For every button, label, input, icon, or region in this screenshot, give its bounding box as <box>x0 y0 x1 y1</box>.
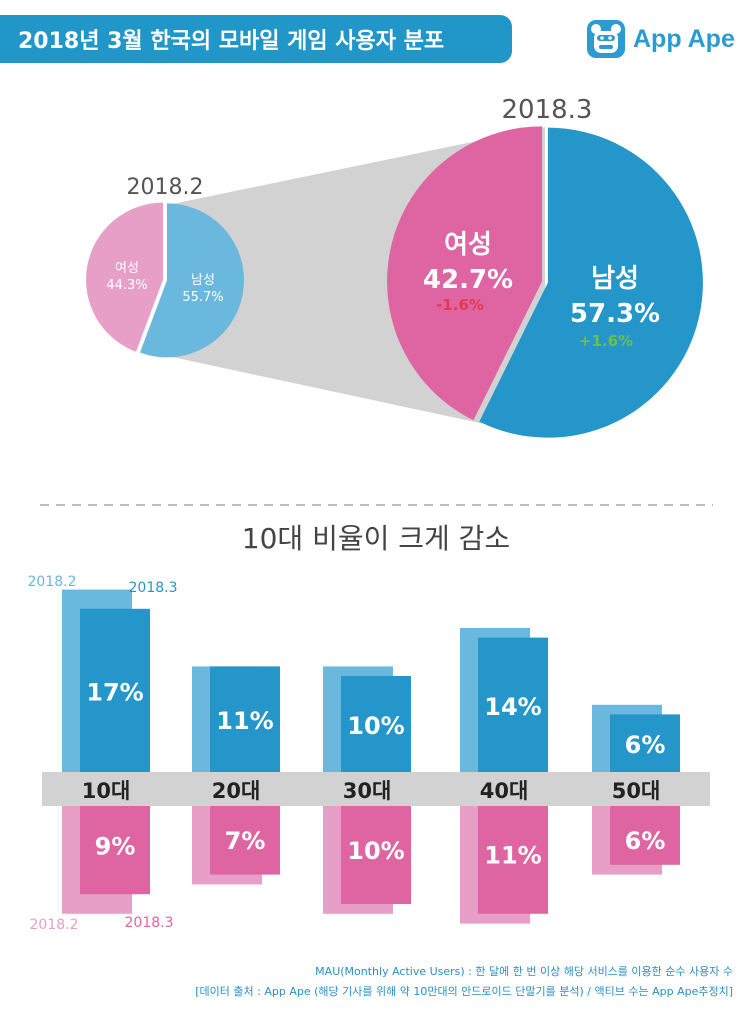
pie-small-male-label: 남성 <box>191 273 215 288</box>
bar-female-value-1: 9% <box>95 833 136 861</box>
bar-male-current-4 <box>478 637 548 772</box>
footer-note-mau: MAU(Monthly Active Users) : 한 달에 한 번 이상 … <box>315 965 733 978</box>
legend-male-previous: 2018.2 <box>28 574 77 590</box>
category-label-4: 40대 <box>480 779 529 803</box>
bar-male-current-1 <box>80 608 150 772</box>
bar-female-current-1 <box>80 806 150 895</box>
pie-slice-male-2018-3 <box>479 127 703 438</box>
page-title: 2018년 3월 한국의 모바일 게임 사용자 분포 <box>18 29 445 54</box>
pie-large-male-change: +1.6% <box>579 332 633 350</box>
ape-face-icon <box>587 20 625 58</box>
legend-female-previous: 2018.2 <box>30 917 79 933</box>
pie-large-male-label: 남성 <box>591 264 639 294</box>
category-label-2: 20대 <box>212 779 261 803</box>
legend-female-current: 2018.3 <box>125 915 174 931</box>
bar-male-current-2 <box>210 666 280 772</box>
bar-male-value-4: 14% <box>484 693 541 721</box>
pie-slice-male-2018-2 <box>139 203 244 358</box>
footer-note-source: [데이터 출처 : App Ape (해당 기사를 위해 약 10만대의 안드로… <box>195 985 733 998</box>
pie-chart-2018-2 <box>86 202 244 358</box>
pie-small-male-value: 55.7% <box>182 290 223 305</box>
category-label-3: 30대 <box>343 779 392 803</box>
pie-large-male-value: 57.3% <box>570 299 660 329</box>
brand-name: App Ape <box>633 25 735 53</box>
pie-title-2018-3: 2018.3 <box>502 95 593 125</box>
bar-male-current-3 <box>341 676 411 772</box>
title-banner: 2018년 3월 한국의 모바일 게임 사용자 분포 <box>0 15 512 63</box>
bar-chart-title: 10대 비율이 크게 감소 <box>242 522 510 555</box>
pie-small-female-value: 44.3% <box>106 278 147 293</box>
pie-chart-2018-3 <box>387 126 703 438</box>
legend-male-current: 2018.3 <box>129 580 178 596</box>
category-label-5: 50대 <box>612 779 661 803</box>
bar-female-value-2: 7% <box>225 827 266 855</box>
pie-slice-female-2018-3 <box>387 126 543 421</box>
bar-female-value-4: 11% <box>484 842 541 870</box>
age-category-band <box>42 772 710 806</box>
bar-male-value-1: 17% <box>86 678 143 706</box>
bar-male-current-5 <box>610 714 680 772</box>
bar-female-value-3: 10% <box>347 837 404 865</box>
pie-title-2018-2: 2018.2 <box>127 175 204 200</box>
bar-male-value-2: 11% <box>216 707 273 735</box>
bar-chart: 17% 9% 11% 7% 10% 10% 14% 11% 6% 6% <box>62 589 680 924</box>
bar-male-value-3: 10% <box>347 712 404 740</box>
bar-male-value-5: 6% <box>625 731 666 759</box>
pie-large-female-change: -1.6% <box>436 296 484 314</box>
pie-large-female-label: 여성 <box>444 230 492 260</box>
bar-female-current-4 <box>478 806 548 914</box>
category-label-1: 10대 <box>82 779 131 803</box>
bar-female-current-2 <box>210 806 280 875</box>
pie-large-female-value: 42.7% <box>423 265 513 295</box>
bar-female-current-3 <box>341 806 411 904</box>
pie-small-female-label: 여성 <box>115 261 139 276</box>
category-labels: 10대 20대 30대 40대 50대 <box>82 779 661 803</box>
pie-slice-female-2018-2 <box>86 202 164 352</box>
bar-female-current-5 <box>610 806 680 865</box>
bar-female-value-5: 6% <box>625 827 666 855</box>
